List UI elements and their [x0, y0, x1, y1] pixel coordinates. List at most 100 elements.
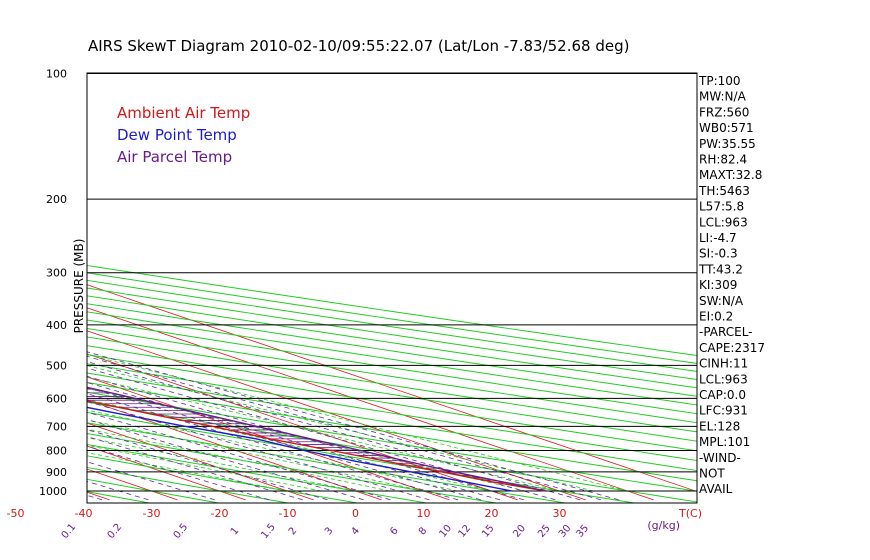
dry-adiabat-line [87, 422, 568, 503]
stability-index-text: WB0:571 [699, 121, 754, 135]
air-parcel-temp-line [87, 386, 547, 492]
pressure-tick-label: 600 [46, 392, 67, 405]
stability-index-text: -WIND- [699, 451, 741, 465]
stability-index-text: EL:128 [699, 419, 740, 433]
bottom-temp-tick-label: 30 [553, 507, 567, 520]
sounding-profiles [87, 386, 547, 492]
mixing-ratio-tick-label: 0.2 [106, 522, 125, 541]
stability-index-text: EI:0.2 [699, 310, 733, 324]
stability-index-text: -PARCEL- [699, 325, 753, 339]
isotherm-line [87, 284, 697, 492]
stability-index-text: LI:-4.7 [699, 231, 737, 245]
stability-index-text: CINH:11 [699, 357, 748, 371]
stability-index-text: AVAIL [699, 482, 733, 496]
moist-adiabat-line [87, 365, 594, 492]
dry-adiabat-line [87, 363, 697, 461]
mixing-ratio-tick-label: 6 [388, 525, 401, 537]
dry-adiabat-line [87, 411, 638, 503]
pressure-tick-label: 500 [46, 359, 67, 372]
mixing-ratio-tick-label: 30 [557, 523, 574, 540]
pressure-tick-label: 300 [46, 267, 67, 280]
stability-index-text: TH:5463 [698, 184, 750, 198]
dry-adiabat-line [87, 433, 499, 503]
dry-adiabat-line [87, 382, 697, 482]
stability-index-text: CAPE:2317 [699, 341, 765, 355]
pressure-tick-label: 700 [46, 420, 67, 433]
stability-index-text: TT:43.2 [698, 262, 743, 276]
stability-index-text: CAP:0.0 [699, 388, 746, 402]
pressure-tick-label: 800 [46, 445, 67, 458]
mixing-ratio-tick-label: 20 [511, 523, 528, 540]
stability-index-text: SW:N/A [699, 294, 744, 308]
stability-index-text: LFC:931 [699, 404, 748, 418]
dry-adiabat-line [87, 401, 697, 503]
bottom-temp-tick-label: -10 [279, 507, 297, 520]
legend-entry: Ambient Air Temp [117, 104, 250, 122]
moist-adiabat-line [87, 387, 526, 492]
ambient-air-temp-line [87, 400, 547, 492]
mixing-ratio-tick-label: 12 [456, 523, 473, 540]
moist-adiabat-line [87, 445, 322, 492]
dry-adiabat-line [87, 279, 697, 372]
isotherm-line [87, 376, 450, 501]
pressure-tick-label: 1000 [39, 485, 67, 498]
stability-index-text: KI:309 [699, 278, 737, 292]
stability-index-text: MAXT:32.8 [699, 168, 762, 182]
chart-title: AIRS SkewT Diagram 2010-02-10/09:55:22.0… [88, 37, 629, 55]
mixing-ratio-tick-label: 0.1 [60, 522, 79, 541]
stability-index-text: L57:5.8 [699, 200, 744, 214]
stability-index-text: LCL:963 [699, 215, 748, 229]
mixing-ratio-tick-label: 1.5 [259, 522, 278, 541]
axes: PRESSURE (MB) 10020030040050060070080090… [7, 68, 702, 542]
mixing-ratio-tick-label: 35 [574, 523, 591, 540]
stability-index-text: LCL:963 [699, 372, 748, 386]
bottom-temp-tick-label: -50 [7, 507, 25, 520]
mixing-ratio-tick-label: 2 [287, 525, 300, 537]
plot-frame [86, 72, 698, 504]
isotherm-line [0, 54, 42, 499]
temp-unit-label: T(C) [678, 507, 702, 520]
y-axis-label: PRESSURE (MB) [72, 239, 86, 334]
isobar-lines [87, 73, 697, 492]
stability-index-text: MW:N/A [699, 90, 747, 104]
stability-index-text: RH:82.4 [699, 153, 747, 167]
mixing-ratio-tick-label: 3 [323, 525, 336, 537]
moist-adiabat-line [87, 419, 424, 492]
dry-adiabat-line [87, 272, 697, 364]
stability-index-text: PW:35.55 [699, 137, 756, 151]
dry-adiabat-line [87, 354, 697, 452]
moist-adiabat-line [87, 428, 390, 492]
legend: Ambient Air Temp Dew Point Temp Air Parcel… [117, 104, 250, 166]
mixing-ratio-tick-label: 10 [437, 523, 454, 540]
mixing-ratio-tick-label: 4 [350, 525, 363, 537]
dry-adiabat-line [87, 265, 697, 357]
bottom-temp-tick-label: 0 [352, 507, 359, 520]
isotherm-line [87, 422, 314, 501]
isotherm-line [87, 353, 518, 501]
stability-index-text: FRZ:560 [699, 105, 749, 119]
stability-index-text: MPL:101 [699, 435, 750, 449]
bottom-temp-tick-label: -30 [143, 507, 161, 520]
stability-index-text: TP:100 [698, 74, 741, 88]
legend-entry: Dew Point Temp [117, 126, 237, 144]
dry-adiabat-line [87, 372, 697, 471]
pressure-tick-label: 400 [46, 319, 67, 332]
isotherm-line [87, 330, 586, 501]
bottom-temp-tick-label: 20 [485, 507, 499, 520]
pressure-tick-label: 200 [46, 193, 67, 206]
bottom-temp-tick-label: -20 [211, 507, 229, 520]
stability-index-text: SI:-0.3 [699, 247, 738, 261]
legend-entry: Air Parcel Temp [117, 148, 232, 166]
mixing-ratio-tick-label: 0.5 [172, 522, 191, 541]
stability-index-text: NOT [699, 467, 725, 481]
mixing-ratio-tick-label: 25 [536, 523, 553, 540]
pressure-tick-label: 900 [46, 466, 67, 479]
bottom-temp-tick-label: -40 [75, 507, 93, 520]
dry-adiabat-line [87, 345, 697, 442]
mixing-ratio-tick-label: 1 [229, 525, 242, 537]
isotherm-line [87, 307, 654, 501]
mixing-ratio-tick-label: 15 [480, 523, 497, 540]
mixing-ratio-tick-label: 8 [417, 525, 430, 537]
